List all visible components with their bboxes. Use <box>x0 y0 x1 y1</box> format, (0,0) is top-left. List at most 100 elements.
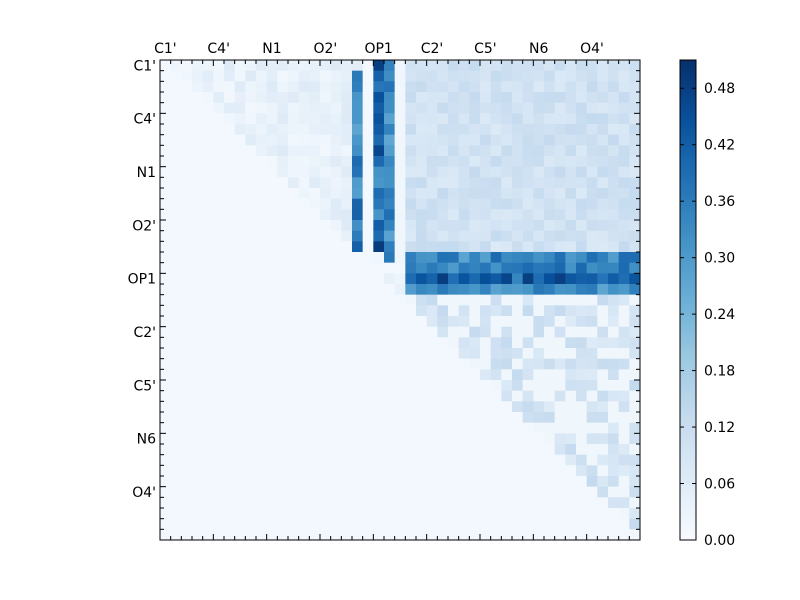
heatmap-cell <box>234 508 246 519</box>
heatmap-cell <box>480 529 491 541</box>
heatmap-cell <box>309 529 321 541</box>
heatmap-cell <box>256 476 267 487</box>
heatmap-cell <box>192 134 203 146</box>
heatmap-cell <box>224 348 235 359</box>
heatmap-cell <box>522 230 534 242</box>
heatmap-cell <box>160 113 171 125</box>
heatmap-cell <box>448 198 459 210</box>
heatmap-cell <box>426 273 438 285</box>
heatmap-cell <box>288 454 299 466</box>
heatmap-cell <box>288 518 299 530</box>
heatmap-cell <box>170 177 182 189</box>
heatmap-cell <box>458 337 470 349</box>
heatmap-cell <box>426 337 438 349</box>
heatmap-cell <box>341 369 353 381</box>
heatmap-cell <box>501 380 513 391</box>
heatmap-cell <box>597 337 609 349</box>
heatmap-cell <box>576 518 587 530</box>
heatmap-cell <box>320 369 331 381</box>
heatmap-cell <box>490 412 502 423</box>
heatmap-cell <box>277 60 289 71</box>
heatmap-cell <box>490 188 502 199</box>
heatmap-cell <box>330 230 342 242</box>
heatmap-cell <box>277 518 289 530</box>
heatmap-cell <box>234 230 246 242</box>
heatmap-cell <box>522 518 534 530</box>
heatmap-cell <box>170 412 182 423</box>
heatmap-cell <box>320 262 331 274</box>
heatmap-cell <box>192 220 203 231</box>
heatmap-cell <box>181 348 193 359</box>
heatmap-cell <box>341 166 353 178</box>
x-tick-label: C4' <box>207 41 230 57</box>
heatmap-cell <box>405 209 417 221</box>
heatmap-cell <box>416 241 427 253</box>
heatmap-cell <box>426 177 438 189</box>
heatmap-cell <box>586 412 598 423</box>
heatmap-cell <box>608 529 619 541</box>
heatmap-cell <box>597 124 609 135</box>
heatmap-cell <box>170 476 182 487</box>
heatmap-cell <box>224 422 235 434</box>
heatmap-cell <box>416 465 427 477</box>
heatmap-cell <box>288 497 299 509</box>
heatmap-cell <box>192 326 203 338</box>
heatmap-cell <box>256 518 267 530</box>
heatmap-cell <box>458 177 470 189</box>
heatmap-cell <box>608 486 619 498</box>
heatmap-cell <box>213 209 225 221</box>
heatmap-cell <box>288 145 299 157</box>
heatmap-cell <box>213 401 225 413</box>
heatmap-cell <box>576 156 587 167</box>
heatmap-cell <box>426 230 438 242</box>
heatmap-cell <box>170 81 182 93</box>
heatmap-cell <box>277 166 289 178</box>
heatmap-cell <box>362 412 374 423</box>
heatmap-cell <box>416 177 427 189</box>
heatmap-cell <box>469 209 481 221</box>
heatmap-cell <box>362 252 374 263</box>
heatmap-cell <box>448 252 459 263</box>
heatmap-cell <box>490 401 502 413</box>
heatmap-cell <box>181 294 193 306</box>
heatmap-cell <box>362 476 374 487</box>
heatmap-cell <box>181 284 193 295</box>
heatmap-cell <box>213 486 225 498</box>
heatmap-cell <box>266 326 278 338</box>
heatmap-cell <box>480 92 491 103</box>
heatmap-cell <box>512 177 523 189</box>
heatmap-cell <box>416 102 427 114</box>
heatmap-cell <box>512 529 523 541</box>
heatmap-cell <box>554 529 566 541</box>
heatmap-cell <box>320 497 331 509</box>
heatmap-cell <box>341 444 353 455</box>
heatmap-cell <box>266 401 278 413</box>
heatmap-cell <box>181 454 193 466</box>
heatmap-cell <box>394 433 406 445</box>
heatmap-cell <box>522 81 534 93</box>
heatmap-cell <box>512 390 523 402</box>
heatmap-cell <box>394 412 406 423</box>
heatmap-cell <box>469 433 481 445</box>
heatmap-cell <box>266 284 278 295</box>
heatmap-cell <box>373 444 385 455</box>
heatmap-cell <box>586 273 598 285</box>
heatmap-cell <box>213 358 225 370</box>
heatmap-cell <box>448 81 459 93</box>
heatmap-cell <box>586 230 598 242</box>
heatmap-cell <box>330 262 342 274</box>
heatmap-cell <box>618 433 630 445</box>
heatmap-cell <box>213 60 225 71</box>
heatmap-cell <box>373 60 385 71</box>
heatmap-cell <box>224 81 235 93</box>
heatmap-cell <box>522 476 534 487</box>
heatmap-cell <box>320 198 331 210</box>
heatmap-cell <box>224 284 235 295</box>
heatmap-cell <box>192 486 203 498</box>
heatmap-cell <box>618 454 630 466</box>
heatmap-cell <box>202 273 214 285</box>
heatmap-cell <box>170 465 182 477</box>
heatmap-cell <box>544 454 555 466</box>
heatmap-cell <box>586 81 598 93</box>
heatmap-cell <box>544 134 555 146</box>
